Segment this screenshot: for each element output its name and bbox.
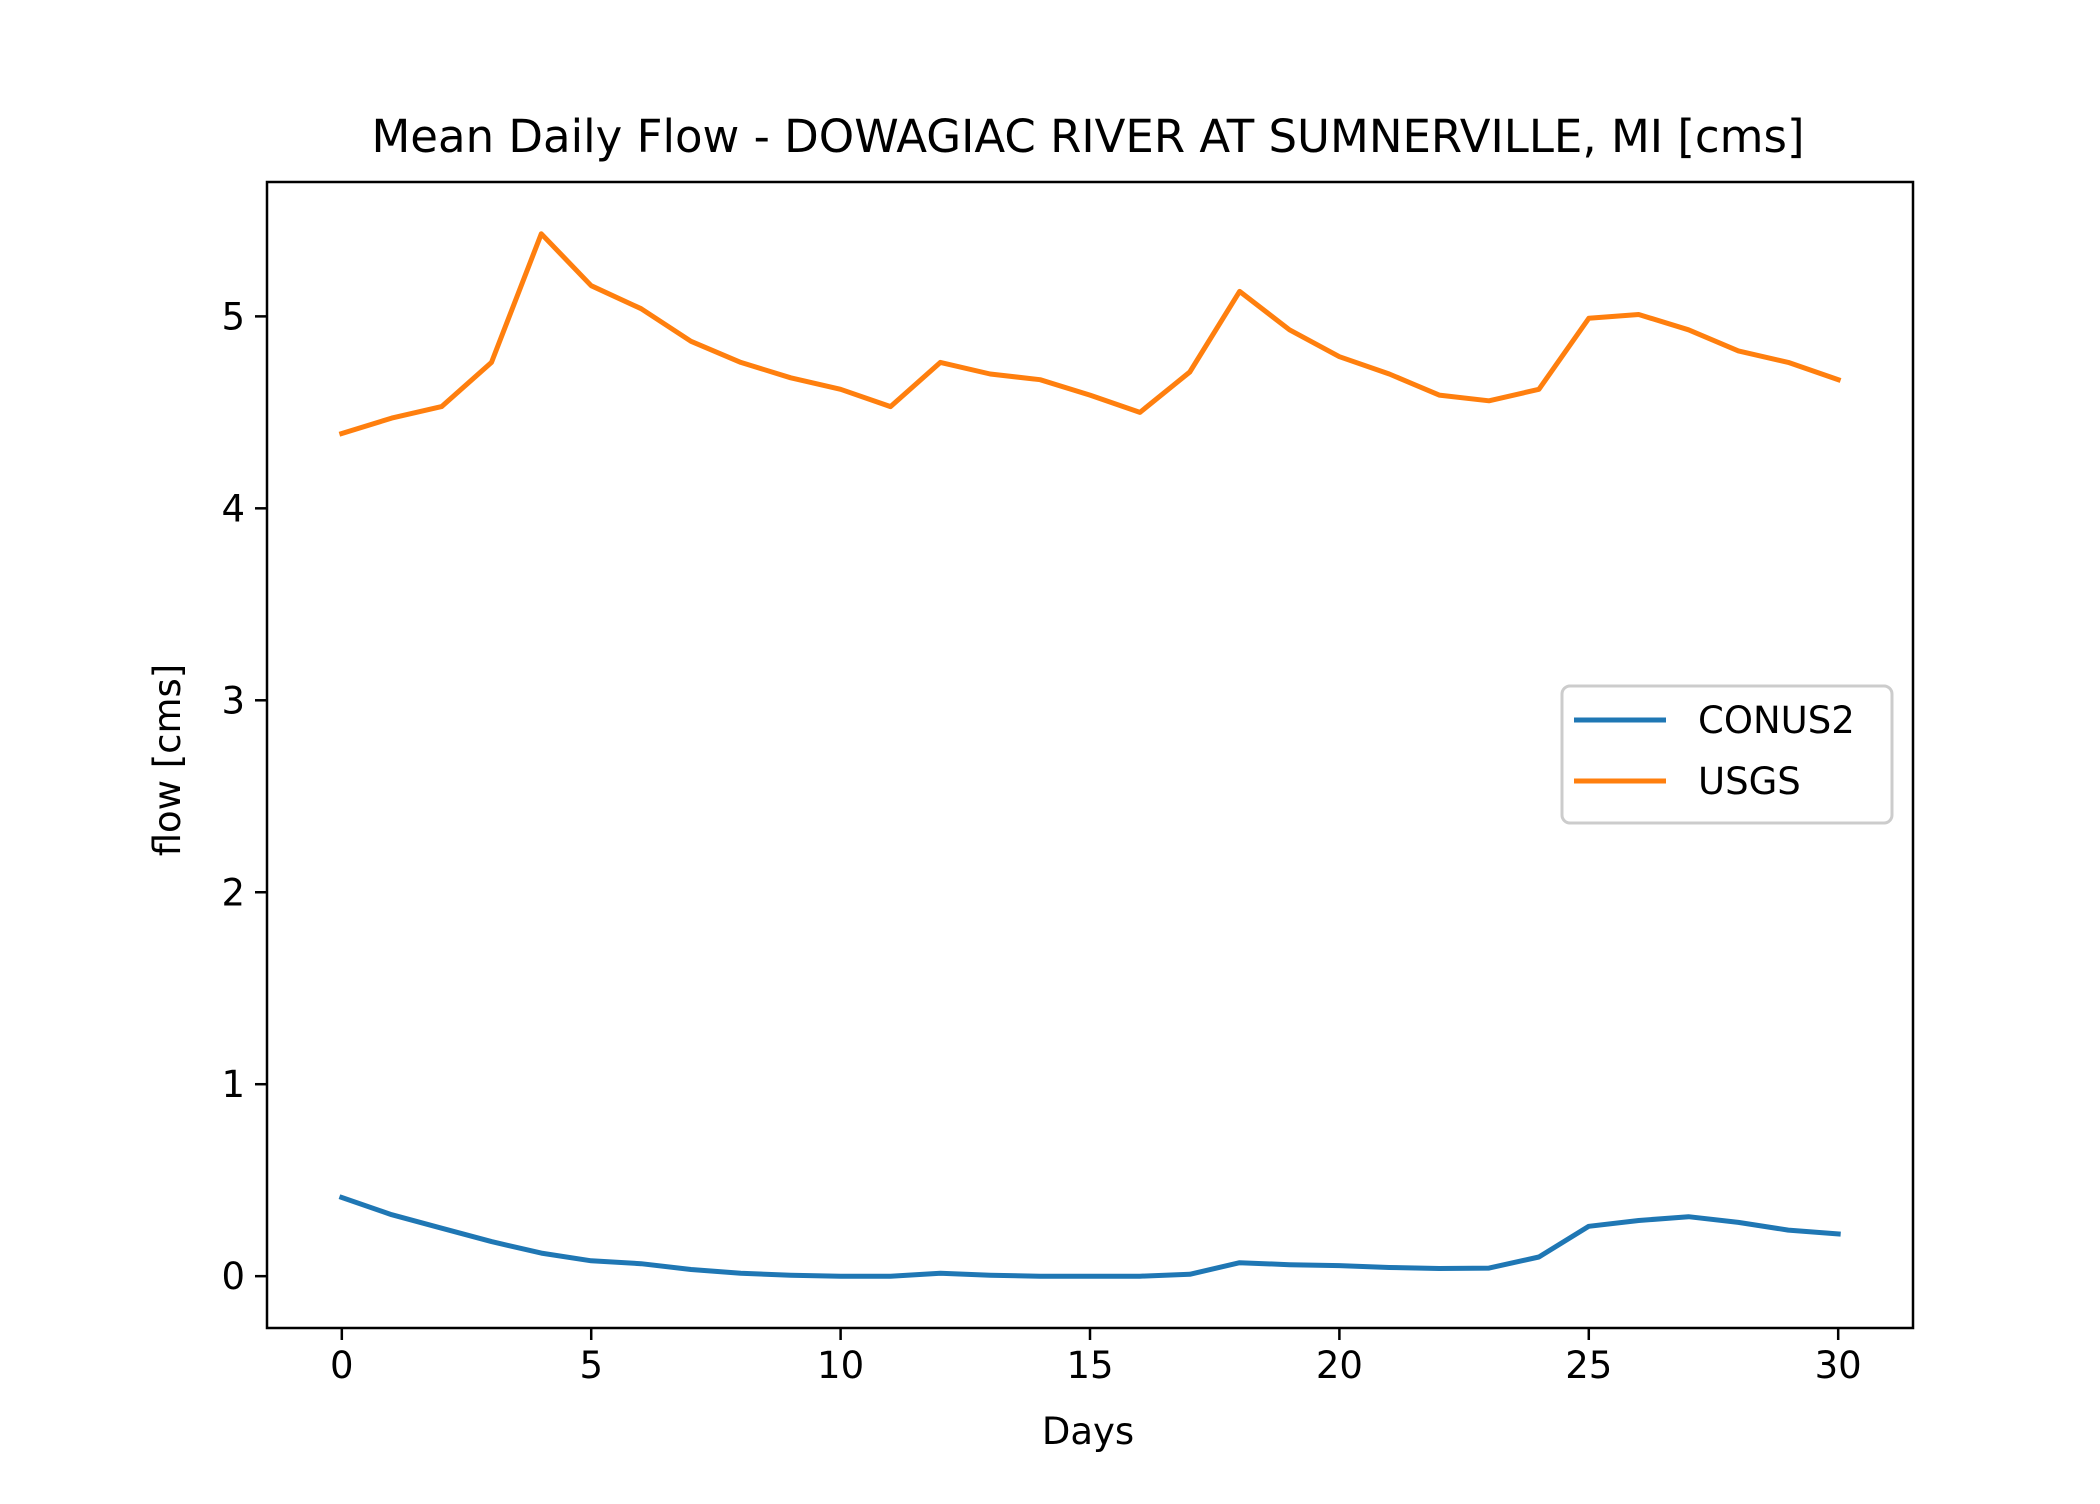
- y-axis-label: flow [cms]: [146, 664, 189, 857]
- x-tick-label: 20: [1316, 1344, 1363, 1387]
- chart-title: Mean Daily Flow - DOWAGIAC RIVER AT SUMN…: [371, 110, 1804, 163]
- series-line-conus2: [338, 1194, 1841, 1279]
- y-tick-label: 1: [221, 1063, 245, 1106]
- x-tick-label: 25: [1565, 1344, 1612, 1387]
- plot-area: [338, 231, 1842, 1279]
- y-tick-label: 5: [221, 295, 245, 338]
- y-tick-label: 2: [221, 871, 245, 914]
- axes: 0 5 10 15 20 25 30 0 1 2 3 4 5: [221, 180, 1915, 1387]
- legend-label-usgs: USGS: [1698, 760, 1801, 803]
- legend-label-conus2: CONUS2: [1698, 699, 1855, 742]
- legend: CONUS2 USGS: [1560, 684, 1894, 825]
- x-tick-label: 5: [579, 1344, 603, 1387]
- x-axis-label: Days: [1042, 1410, 1134, 1453]
- y-tick-label: 3: [221, 679, 245, 722]
- x-tick-label: 0: [330, 1344, 354, 1387]
- x-tick-label: 30: [1815, 1344, 1862, 1387]
- y-tick-label: 0: [221, 1255, 245, 1298]
- y-tick-label: 4: [221, 487, 245, 530]
- series-line-usgs: [338, 231, 1842, 437]
- x-tick-label: 10: [817, 1344, 864, 1387]
- x-tick-label: 15: [1066, 1344, 1113, 1387]
